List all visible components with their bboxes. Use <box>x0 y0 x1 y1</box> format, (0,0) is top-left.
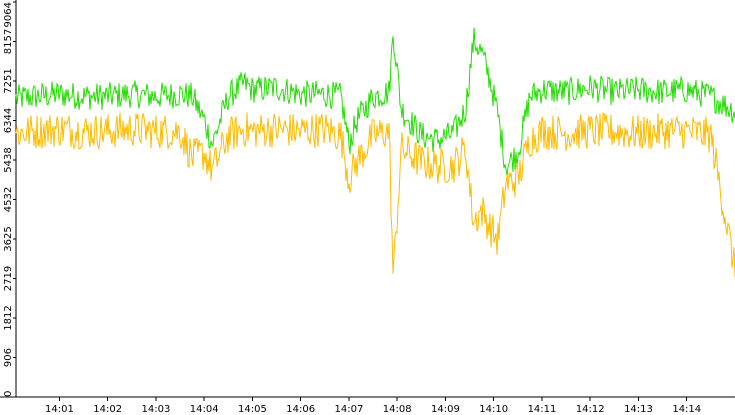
y-tick-label: 4532 <box>3 187 14 212</box>
y-tick-label: 906 <box>3 348 14 367</box>
x-tick-label: 14:05 <box>238 404 267 415</box>
x-tick-label: 14:01 <box>45 404 74 415</box>
y-tick-label: 5438 <box>3 147 14 172</box>
x-tick-label: 14:06 <box>286 404 315 415</box>
x-tick-label: 14:09 <box>431 404 460 415</box>
x-tick-label: 14:12 <box>576 404 605 415</box>
y-tick-label: 7251 <box>3 68 14 93</box>
x-tick-label: 14:04 <box>190 404 219 415</box>
y-tick-label: 6344 <box>3 108 14 133</box>
y-tick-label: 2719 <box>3 266 14 291</box>
x-tick-label: 14:02 <box>93 404 122 415</box>
x-tick-label: 14:08 <box>383 404 412 415</box>
x-tick-label: 14:03 <box>142 404 171 415</box>
y-tick-label: 0 <box>3 391 14 397</box>
x-tick-label: 14:11 <box>528 404 557 415</box>
x-axis: 14:01 14:02 14:03 14:04 14:05 14:06 14:07 14:08… <box>0 396 735 415</box>
series-layer <box>15 27 735 277</box>
y-tick-label: 1812 <box>3 305 14 330</box>
y-tick-label: 8157 <box>3 29 14 54</box>
x-tick-label: 14:10 <box>479 404 508 415</box>
series-line-1 <box>15 27 735 176</box>
x-tick-label: 14:07 <box>335 404 364 415</box>
x-tick-label: 14:14 <box>672 404 701 415</box>
x-tick-label: 14:13 <box>624 404 653 415</box>
y-tick-label: 9064 <box>3 2 14 27</box>
y-axis: 0 906 1812 2719 3625 4532 5438 6344 7251 8157 9064 <box>3 0 17 398</box>
y-tick-label: 3625 <box>3 226 14 251</box>
series-line-2 <box>15 111 735 277</box>
